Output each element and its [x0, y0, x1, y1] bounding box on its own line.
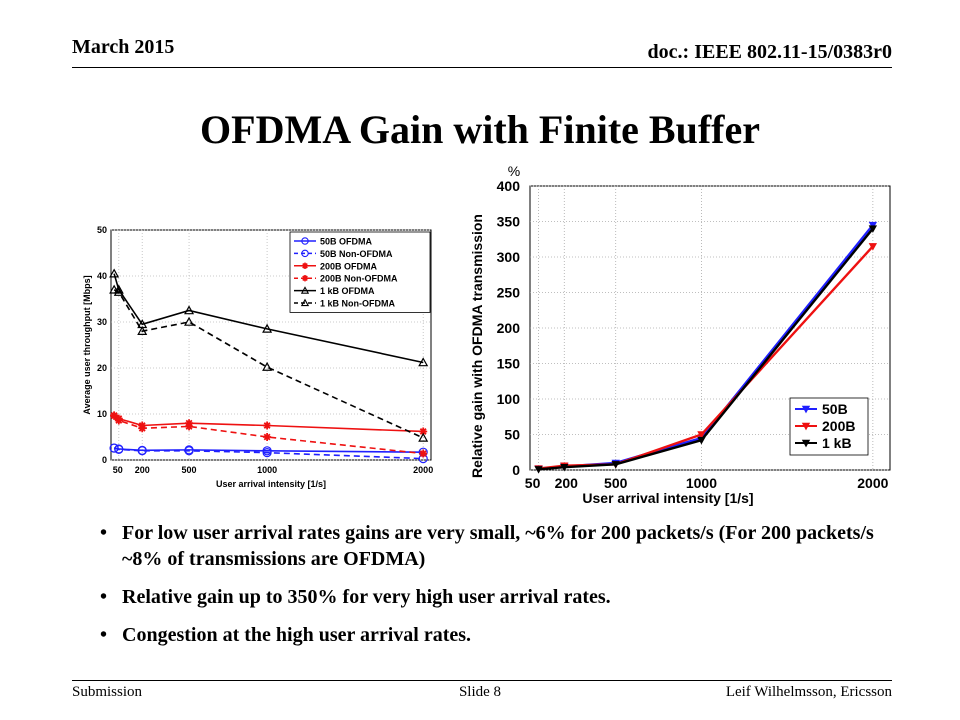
data-point [113, 286, 124, 296]
data-point [801, 439, 811, 448]
data-point [300, 298, 310, 307]
x-tick-label: 2000 [857, 475, 888, 491]
data-point [185, 422, 194, 431]
data-point [801, 422, 811, 431]
footer-author: Leif Wilhelmsson, Ericsson [725, 684, 892, 700]
data-point [418, 357, 429, 367]
x-axis-label: User arrival intensity [1/s] [582, 490, 753, 506]
relative-gain-chart: % 0 50 100 150 200 250 300 350 400 50 200 500 1000 200… [469, 163, 891, 506]
legend-label: 1 kB Non-OFDMA [320, 299, 395, 309]
header-divider [72, 67, 892, 68]
y-tick-label: 50 [97, 225, 107, 235]
data-point [137, 446, 147, 456]
data-point [868, 221, 878, 230]
data-point [419, 427, 428, 436]
y-tick-label: 250 [497, 285, 521, 301]
bullet-list: For low user arrival rates gains are ver… [100, 520, 880, 660]
x-tick-label: 50 [113, 465, 123, 475]
data-point [109, 284, 120, 294]
data-point [418, 432, 429, 442]
data-point [697, 431, 706, 439]
data-point [560, 463, 569, 472]
data-point [137, 325, 148, 335]
data-point [138, 424, 147, 433]
data-point [301, 275, 309, 282]
y-tick-label: 50 [504, 427, 520, 443]
x-tick-label: 1000 [257, 465, 277, 475]
y-tick-label: 0 [512, 462, 520, 478]
legend-label: 50B [822, 401, 848, 417]
bullet-item: For low user arrival rates gains are ver… [100, 520, 880, 572]
x-tick-label: 200 [555, 475, 579, 491]
header-date: March 2015 [72, 36, 175, 58]
y-tick-label: 300 [497, 249, 521, 265]
header-doc-id: doc.: IEEE 802.11-15/0383r0 [647, 41, 892, 63]
x-tick-label: 500 [182, 465, 197, 475]
y-axis-label: Relative gain with OFDMA transmission [469, 214, 485, 478]
data-point [300, 286, 310, 294]
data-point [301, 249, 309, 258]
x-axis-label: User arrival intensity [1/s] [216, 479, 326, 489]
data-point [262, 448, 272, 458]
data-point [109, 268, 120, 278]
data-point [114, 416, 123, 425]
y-tick-label: 100 [497, 391, 521, 407]
y-tick-label: 400 [497, 178, 521, 194]
data-point [801, 405, 811, 414]
legend-label: 200B [822, 418, 855, 434]
data-point [109, 443, 119, 453]
data-point [301, 262, 309, 269]
y-tick-label: 30 [97, 317, 107, 327]
slide-title: OFDMA Gain with Finite Buffer [200, 107, 760, 152]
legend-box [289, 231, 431, 313]
y-tick-label: 10 [97, 409, 107, 419]
y-axis-label: Average user throughput [Mbps] [82, 275, 92, 414]
footer-submission: Submission [72, 684, 143, 700]
data-point [262, 361, 273, 371]
y-tick-label: 20 [97, 363, 107, 373]
y-tick-label: 40 [97, 271, 107, 281]
data-point [184, 446, 194, 456]
x-tick-label: 1000 [686, 475, 717, 491]
x-tick-label: 500 [604, 475, 628, 491]
legend-label: 50B OFDMA [320, 237, 373, 247]
legend-label: 50B Non-OFDMA [320, 249, 393, 259]
data-point [263, 421, 272, 430]
throughput-chart: 0 10 20 30 40 50 50 200 500 1000 2000 User arrival … [82, 225, 433, 489]
data-point [262, 323, 273, 333]
y-tick-label: 0 [102, 455, 107, 465]
y-tick-label: 150 [497, 356, 521, 372]
data-point [868, 243, 878, 251]
x-tick-label: 2000 [413, 465, 433, 475]
data-point [697, 436, 706, 445]
data-point [611, 461, 620, 469]
footer-divider [72, 680, 892, 681]
data-point [110, 411, 119, 420]
data-point [184, 316, 195, 326]
legend-label: 200B OFDMA [320, 261, 378, 271]
data-point [301, 237, 309, 245]
legend-label: 1 kB [822, 435, 852, 451]
bullet-item: Congestion at the high user arrival rate… [100, 622, 880, 648]
data-point [868, 225, 878, 233]
legend-label: 200B Non-OFDMA [320, 274, 398, 284]
x-tick-label: 50 [525, 475, 541, 491]
data-point [263, 433, 272, 441]
data-point [419, 449, 428, 458]
data-point [184, 305, 195, 315]
y-tick-label: 350 [497, 214, 521, 230]
footer-slide-number: Slide 8 [458, 684, 502, 700]
data-point [534, 466, 543, 474]
data-point [114, 444, 124, 455]
bullet-item: Relative gain up to 350% for very high u… [100, 584, 880, 610]
x-tick-label: 200 [135, 465, 150, 475]
y-tick-label: 200 [497, 320, 521, 336]
y-unit-label: % [508, 163, 520, 179]
legend-label: 1 kB OFDMA [320, 286, 375, 296]
